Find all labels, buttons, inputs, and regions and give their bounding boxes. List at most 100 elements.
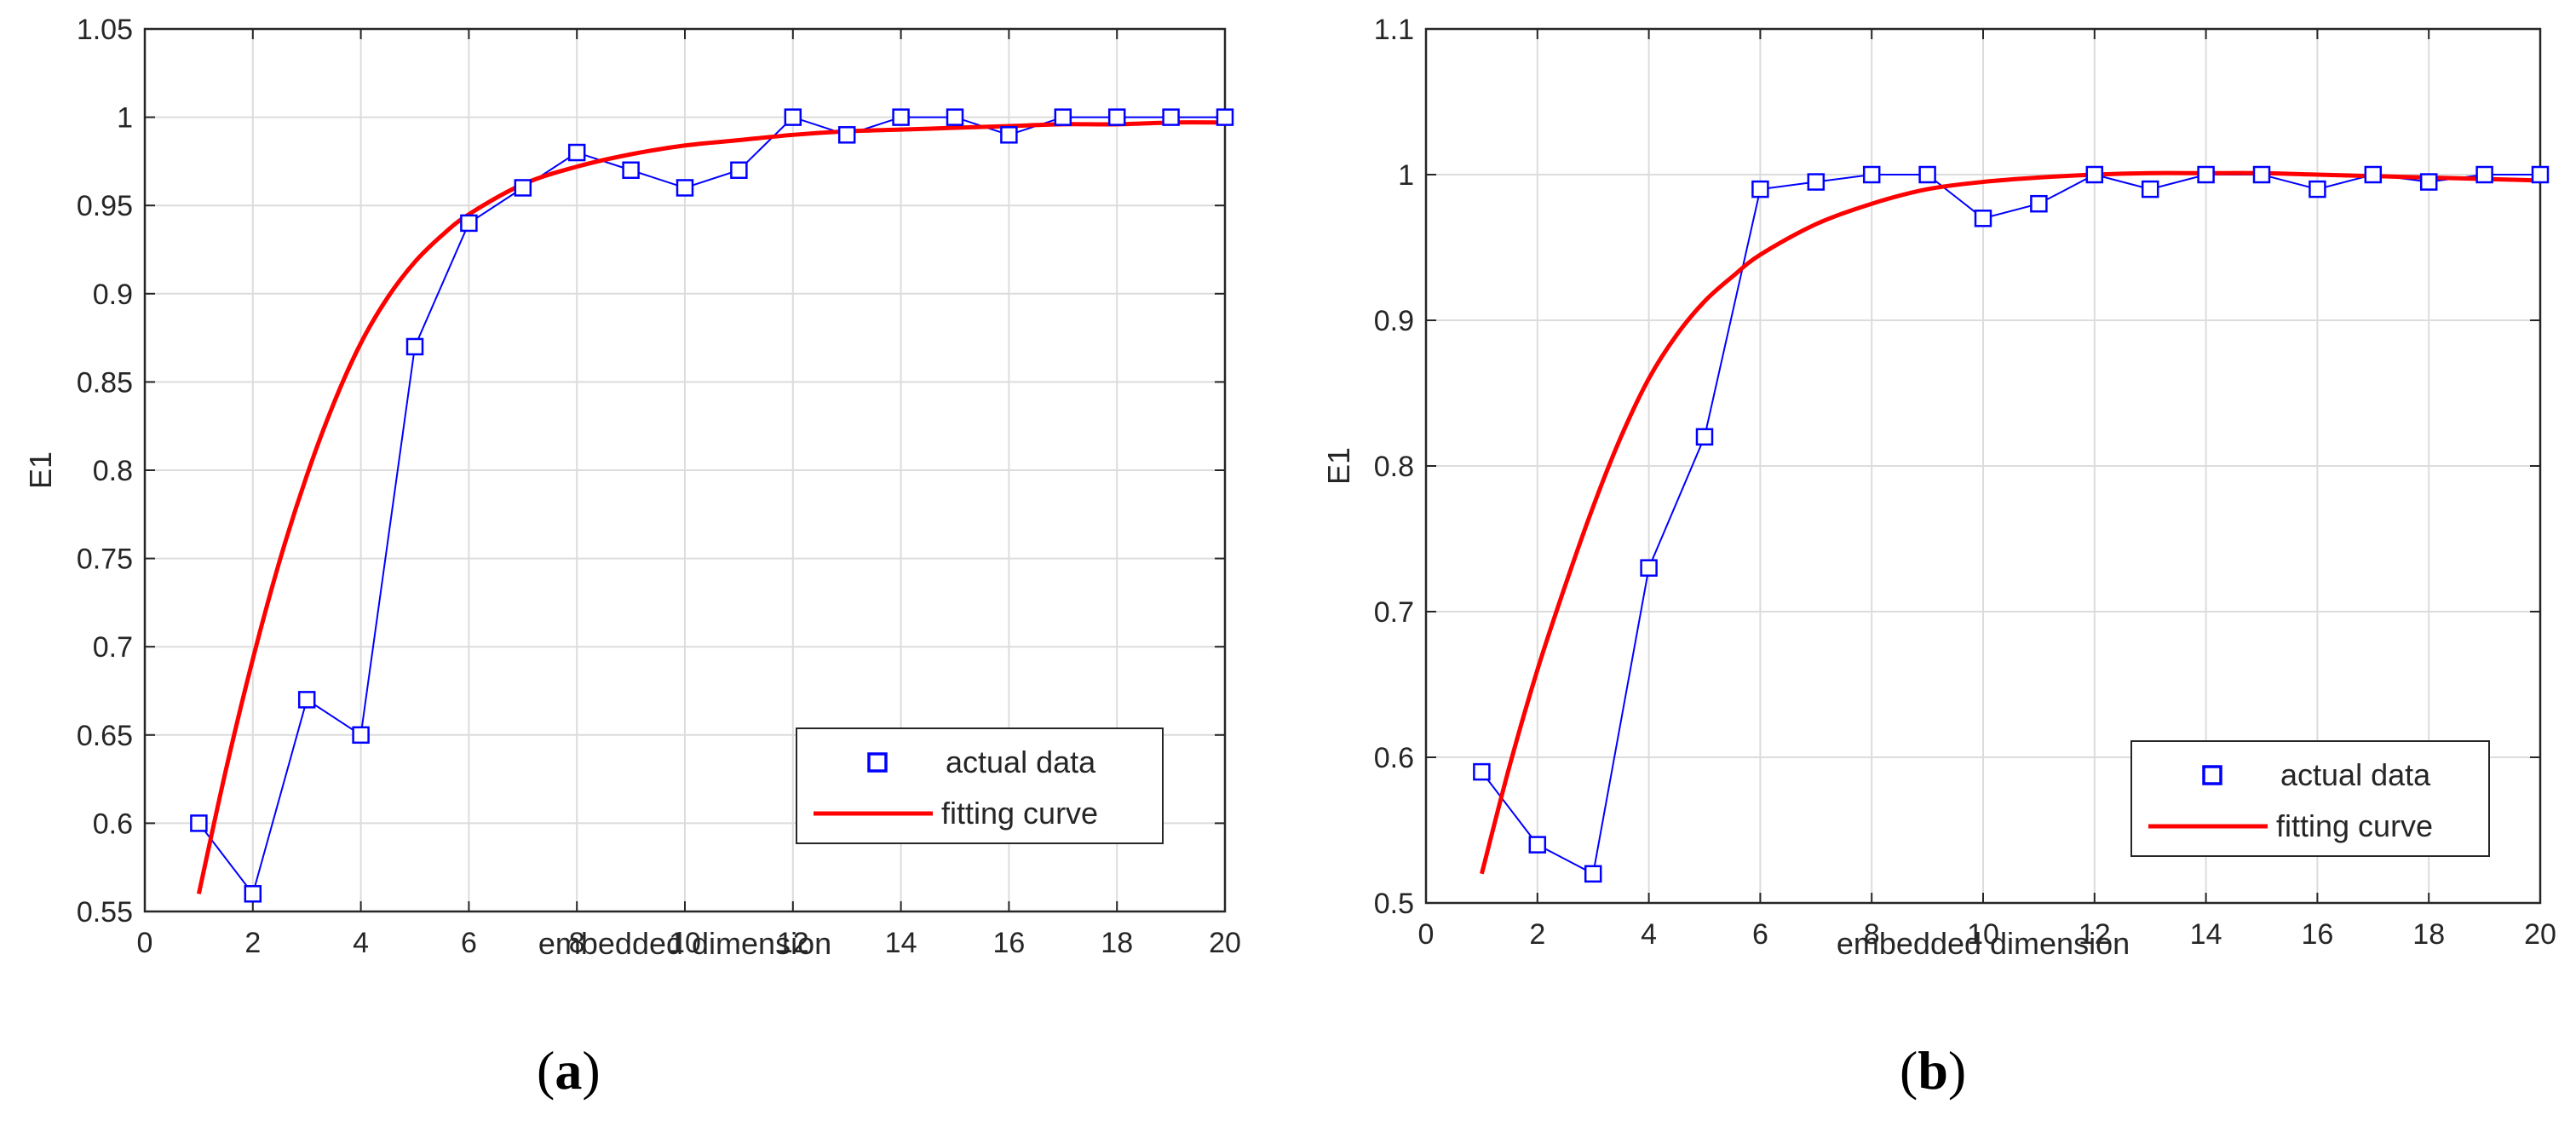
actual-data-point: [946, 108, 964, 126]
legend-actual-marker: [867, 752, 888, 773]
actual-data-point: [622, 161, 640, 180]
panel-label-a-letter: a: [555, 1040, 583, 1101]
x-tick-label: 10: [1967, 918, 1999, 951]
x-tick-label: 10: [669, 927, 701, 959]
x-axis-label: embedded dimension: [1837, 926, 2130, 961]
y-tick-label: 0.55: [77, 896, 133, 929]
legend: actual data fitting curve: [796, 727, 1164, 844]
legend-actual-marker: [2202, 765, 2222, 785]
y-tick-label: 0.9: [1374, 305, 1414, 337]
x-axis-label: embedded dimension: [538, 926, 831, 961]
actual-data-point: [1054, 108, 1072, 126]
actual-data-point: [1695, 428, 1714, 446]
actual-data-point: [2252, 165, 2271, 184]
chart-b: 0 2 4 6 8 10 12 14 16 18 20 0.5 0.6 0.7 0.8 0.9 1 1.1 embe…: [1321, 14, 2556, 961]
y-tick-label: 0.6: [93, 808, 133, 840]
actual-data-point: [2475, 165, 2493, 184]
chart-panel-a: 0 2 4 6 8 10 12 14 16 18 20 0.55 0.6 0.65 0.7 0.75 0.8 0.…: [23, 14, 1241, 1102]
y-tick-label: 0.65: [77, 720, 133, 752]
panel-label-a-close: ): [582, 1040, 601, 1101]
actual-data-point: [1807, 173, 1826, 191]
actual-data-point: [1862, 165, 1881, 184]
y-tick-label: 0.7: [1374, 596, 1414, 629]
y-tick-label: 0.7: [93, 631, 133, 664]
actual-data-point: [1162, 108, 1180, 126]
actual-data-point: [297, 691, 316, 709]
legend-fit-label: fitting curve: [2276, 808, 2433, 843]
actual-data-point: [1584, 865, 1602, 883]
legend-fit-label: fitting curve: [941, 796, 1098, 831]
panel-label-b-letter: b: [1918, 1040, 1948, 1101]
actual-data-point: [190, 814, 208, 832]
actual-data-point: [1640, 559, 1658, 577]
panel-label-b-open: (: [1900, 1040, 1918, 1101]
actual-data-point: [460, 214, 478, 233]
x-tick-label: 4: [353, 927, 369, 959]
actual-data-point: [1751, 180, 1769, 198]
actual-data-point: [2309, 180, 2326, 198]
x-tick-label: 6: [461, 927, 477, 959]
y-tick-label: 0.8: [1374, 451, 1414, 483]
chart-panel-b: 0 2 4 6 8 10 12 14 16 18 20 0.5 0.6 0.7 0.8 0.9 1 1.1 embe…: [1288, 0, 2576, 1127]
y-tick-label: 1: [117, 102, 133, 135]
x-tick-label: 18: [2412, 918, 2445, 951]
x-tick-label: 12: [2079, 918, 2111, 951]
actual-data-point: [2141, 180, 2159, 198]
legend-box: [796, 727, 1164, 844]
y-tick-label: 0.95: [77, 190, 133, 222]
legend-box: [2130, 740, 2490, 857]
actual-data-point: [244, 885, 262, 903]
actual-data-point: [676, 179, 694, 197]
actual-data-line: [198, 116, 1225, 896]
actual-data-point: [2085, 165, 2104, 184]
legend-actual-label: actual data: [946, 745, 1096, 779]
y-tick-label: 1: [1398, 159, 1414, 192]
actual-data-point: [2419, 173, 2438, 191]
panel-label-b: (b): [1900, 1039, 1966, 1102]
axes-box: [143, 27, 1227, 913]
x-tick-label: 18: [1101, 927, 1133, 959]
x-tick-label: 14: [885, 927, 917, 959]
x-tick-label: 2: [1529, 918, 1545, 951]
actual-data-point: [2197, 165, 2215, 184]
y-axis-label: E1: [1321, 447, 1356, 485]
axes-box: [1424, 27, 2542, 905]
x-tick-label: 4: [1641, 918, 1657, 951]
x-tick-label: 12: [777, 927, 809, 959]
actual-data-point: [1473, 762, 1491, 781]
y-tick-label: 0.6: [1374, 742, 1414, 774]
x-tick-label: 20: [2524, 918, 2556, 951]
panel-label-a-open: (: [537, 1040, 555, 1101]
panel-label-b-close: ): [1947, 1040, 1967, 1101]
actual-data-point: [784, 108, 802, 126]
actual-data-point: [730, 161, 748, 180]
legend: actual data fitting curve: [2130, 740, 2490, 857]
panel-label-a: (a): [537, 1039, 601, 1102]
actual-data-point: [1974, 210, 1992, 227]
y-tick-label: 0.9: [93, 279, 133, 311]
y-tick-label: 0.5: [1374, 888, 1414, 920]
x-tick-label: 8: [569, 927, 585, 959]
y-tick-label: 1.1: [1374, 14, 1414, 46]
y-tick-label: 1.05: [77, 14, 133, 46]
y-tick-label: 0.75: [77, 543, 133, 576]
x-tick-label: 8: [1864, 918, 1880, 951]
x-tick-label: 16: [2301, 918, 2333, 951]
y-tick-label: 0.8: [93, 455, 133, 487]
y-axis-label: E1: [23, 451, 58, 489]
actual-data-point: [2030, 194, 2048, 213]
actual-data-point: [1107, 108, 1126, 126]
actual-data-point: [1216, 108, 1234, 126]
x-tick-label: 20: [1209, 927, 1241, 959]
actual-data-point: [352, 726, 370, 745]
x-tick-label: 14: [2190, 918, 2222, 951]
actual-data-point: [2364, 165, 2383, 184]
actual-data-point: [892, 108, 910, 126]
actual-data-point: [1918, 165, 1936, 184]
x-tick-label: 6: [1752, 918, 1768, 951]
actual-data-point: [405, 337, 424, 356]
actual-data-point: [514, 179, 532, 197]
actual-data-point: [2531, 165, 2550, 184]
x-tick-label: 2: [244, 927, 261, 959]
fitting-curve-line: [1479, 170, 2541, 875]
